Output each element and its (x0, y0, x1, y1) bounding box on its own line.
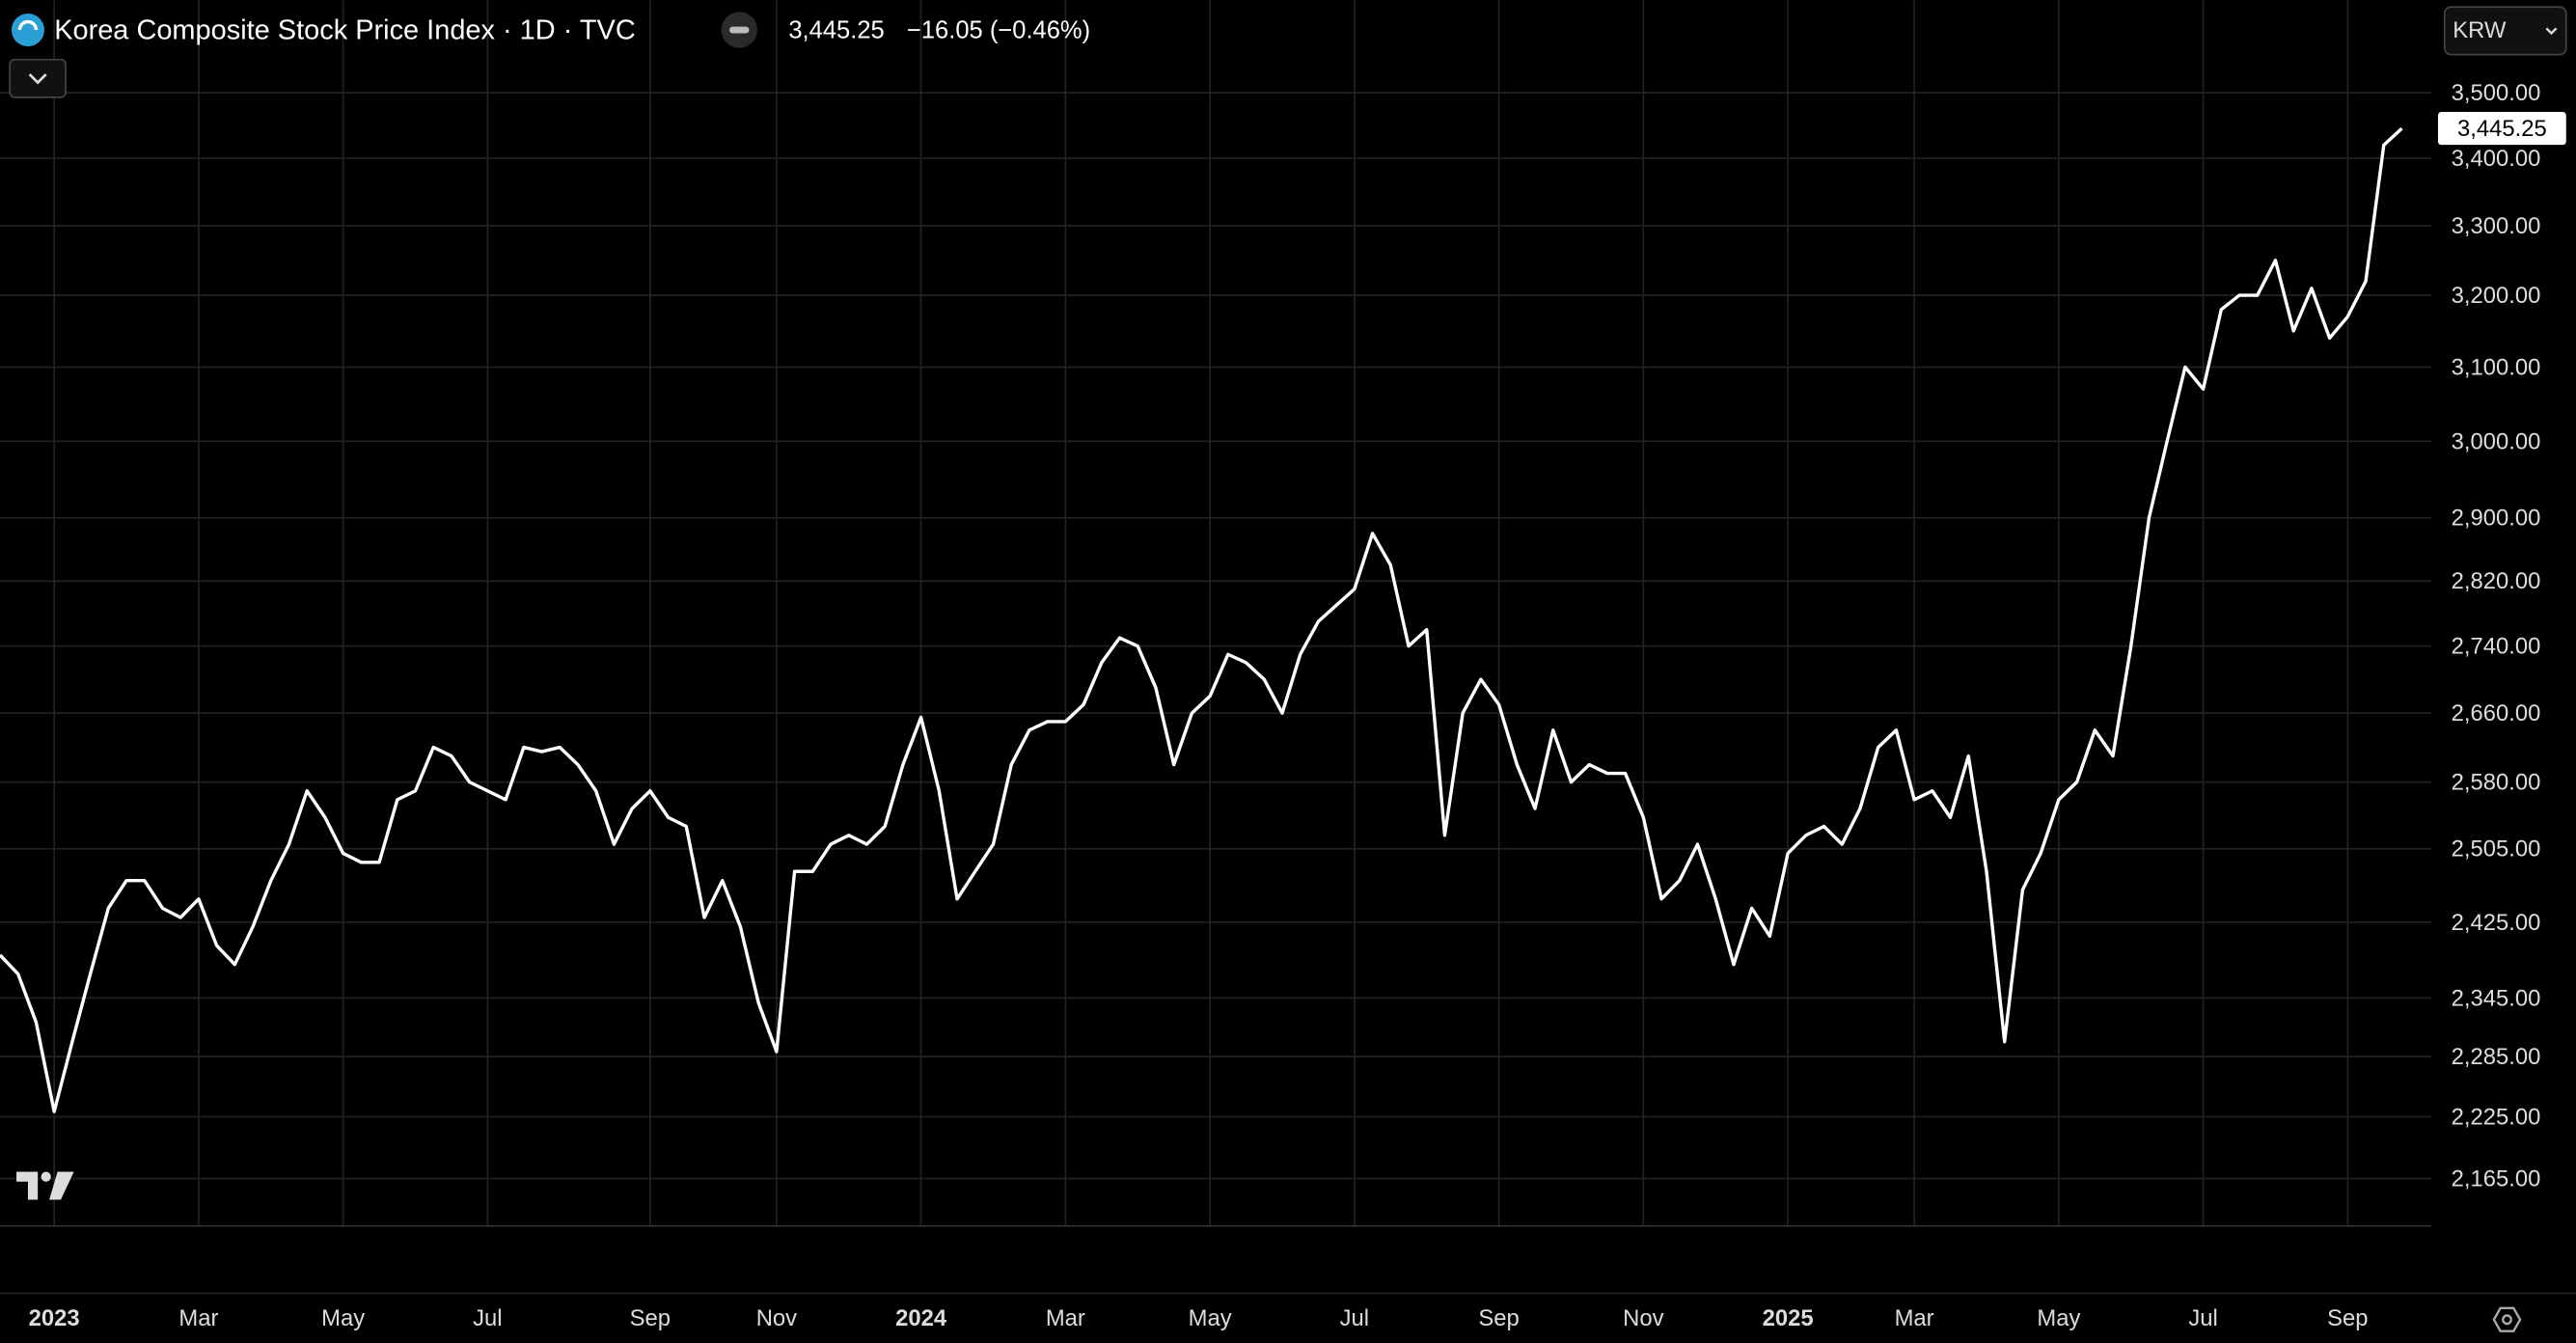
y-tick-label: 2,425.00 (2452, 910, 2541, 936)
chart-title: Korea Composite Stock Price Index · 1D ·… (54, 14, 636, 45)
tv-logo-part (16, 1171, 39, 1200)
y-tick-label: 2,165.00 (2452, 1165, 2541, 1192)
y-tick-label: 2,505.00 (2452, 836, 2541, 863)
y-tick-label: 3,200.00 (2452, 283, 2541, 309)
tv-logo (16, 1171, 74, 1200)
x-tick-label: 2023 (29, 1305, 80, 1331)
price-line (0, 126, 2403, 1113)
x-tick-label: Sep (1478, 1305, 1519, 1331)
currency-button[interactable] (2443, 6, 2567, 56)
y-tick-label: 2,740.00 (2452, 634, 2541, 660)
x-tick-label: 2025 (1763, 1305, 1814, 1331)
x-tick-label: Jul (473, 1305, 502, 1331)
symbol-logo (11, 14, 44, 47)
x-tick-label: Mar (1895, 1305, 1934, 1331)
settings-icon[interactable] (2492, 1306, 2522, 1332)
last-price-label: 3,445.25 (2457, 116, 2547, 142)
x-tick-label: May (2037, 1305, 2080, 1331)
x-tick-label: Jul (1340, 1305, 1369, 1331)
currency-caret (2545, 27, 2558, 36)
x-tick-label: Jul (2188, 1305, 2217, 1331)
x-tick-label: Nov (1623, 1305, 1663, 1331)
symbol-logo-mark (17, 19, 39, 31)
plot (0, 126, 2403, 1113)
x-tick-label: Mar (1046, 1305, 1085, 1331)
y-tick-label: 2,820.00 (2452, 568, 2541, 594)
x-tick-label: Sep (2327, 1305, 2368, 1331)
settings-icon-center (2502, 1314, 2512, 1326)
x-tick-label: May (1189, 1305, 1232, 1331)
grid (0, 0, 2432, 1226)
x-tick-label: 2024 (895, 1305, 947, 1331)
currency-label: KRW (2453, 17, 2507, 43)
y-tick-label: 2,660.00 (2452, 700, 2541, 726)
y-tick-label: 2,225.00 (2452, 1104, 2541, 1130)
y-tick-label: 3,300.00 (2452, 213, 2541, 239)
collapse-icon (28, 73, 47, 85)
y-tick-label: 2,900.00 (2452, 506, 2541, 532)
status-pill-mark (729, 26, 750, 34)
x-tick-label: Mar (178, 1305, 218, 1331)
y-tick-label: 2,580.00 (2452, 770, 2541, 796)
y-tick-label: 3,400.00 (2452, 146, 2541, 172)
y-tick-label: 2,285.00 (2452, 1044, 2541, 1070)
x-tick-label: May (321, 1305, 365, 1331)
x-tick-label: Sep (630, 1305, 671, 1331)
tv-logo-part (41, 1171, 51, 1182)
y-tick-label: 3,100.00 (2452, 354, 2541, 380)
collapse-button[interactable] (9, 58, 67, 98)
y-tick-label: 2,345.00 (2452, 985, 2541, 1011)
y-tick-label: 3,500.00 (2452, 80, 2541, 106)
tv-logo-part (49, 1171, 74, 1200)
x-tick-label: Nov (756, 1305, 797, 1331)
price: 3,445.25 (788, 17, 884, 44)
y-tick-label: 3,000.00 (2452, 428, 2541, 454)
price-change: −16.05 (−0.46%) (907, 17, 1090, 44)
last-price-tag (2437, 112, 2566, 146)
